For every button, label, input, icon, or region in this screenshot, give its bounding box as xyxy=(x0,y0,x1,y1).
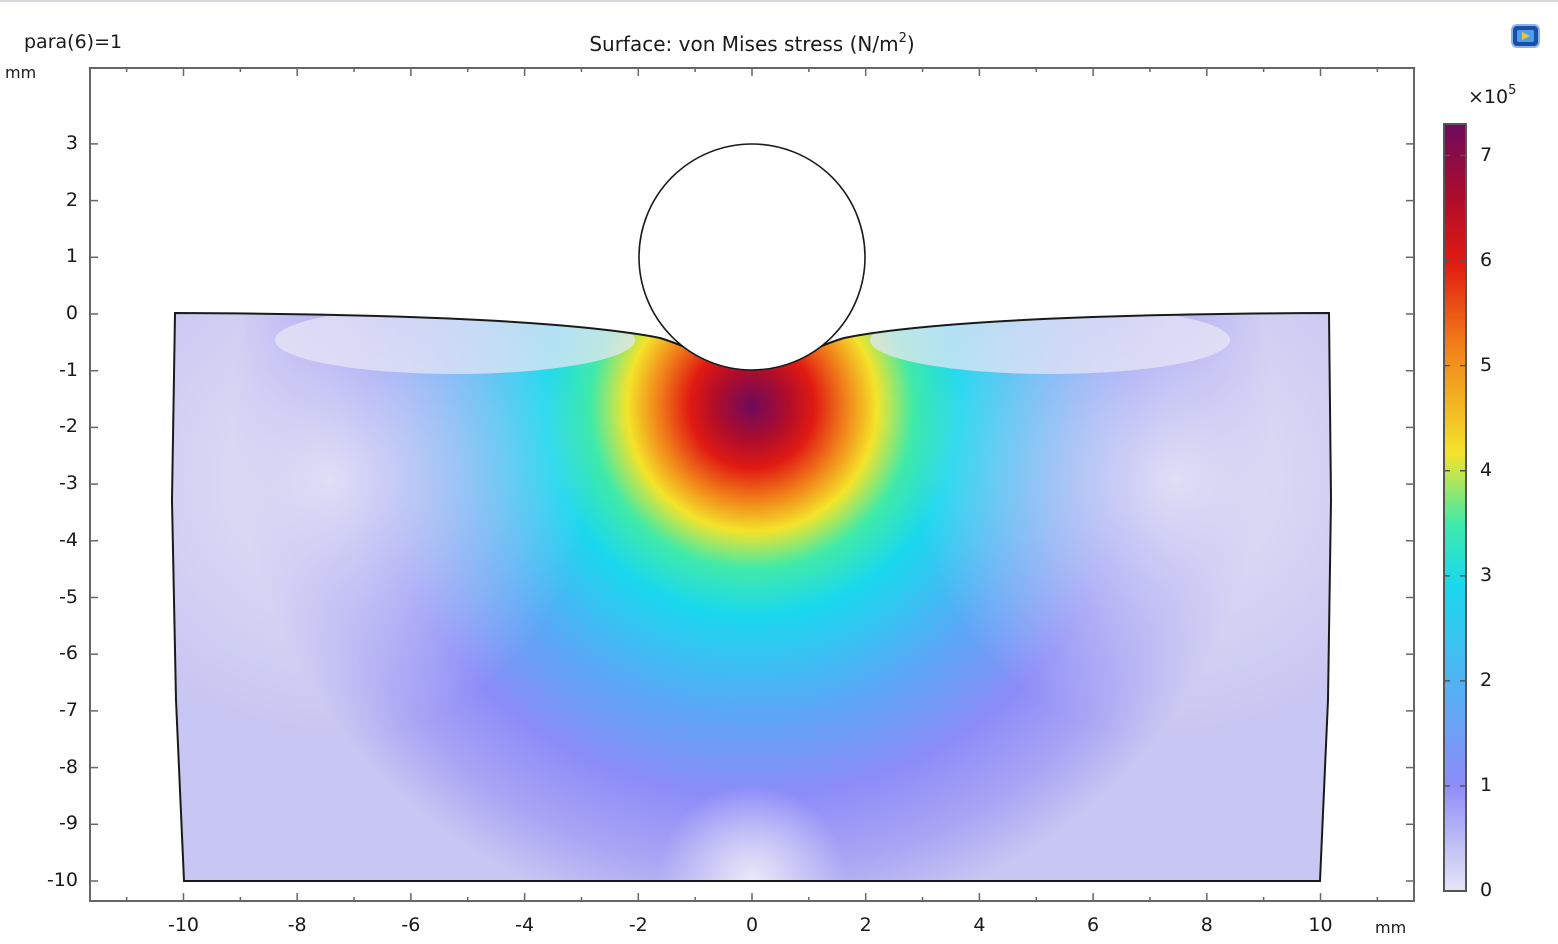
colorbar-tick-label: 7 xyxy=(1480,143,1493,166)
colorbar-tick-label: 5 xyxy=(1480,353,1493,376)
y-tick-label: -7 xyxy=(59,698,78,721)
x-tick-label: -4 xyxy=(515,914,535,936)
colorbar-tick-marks xyxy=(1444,154,1466,892)
y-tick-label: -6 xyxy=(59,642,78,665)
y-tick-label: -9 xyxy=(59,812,78,835)
y-tick-label: 1 xyxy=(65,245,78,268)
y-tick-label: -3 xyxy=(59,472,78,495)
x-tick-label: 6 xyxy=(1087,914,1100,936)
plot-title-text: Surface: von Mises stress (N/m xyxy=(589,32,899,56)
plot-title-superscript: 2 xyxy=(898,31,907,46)
x-tick-label: 8 xyxy=(1200,914,1213,936)
y-tick-label: -1 xyxy=(59,358,78,381)
x-tick-label: 2 xyxy=(859,914,872,936)
parameter-label: para(6)=1 xyxy=(24,31,123,53)
colorbar-scale-label: ×105 xyxy=(1468,83,1517,108)
x-tick-label: -10 xyxy=(167,914,200,936)
y-tick-label: -2 xyxy=(59,415,78,438)
x-tick-label: -6 xyxy=(401,914,421,936)
colorbar-scale-exponent: 5 xyxy=(1508,83,1517,98)
colorbar-tick-label: 6 xyxy=(1480,248,1493,271)
x-tick-label: 10 xyxy=(1308,914,1333,936)
y-tick-label: -4 xyxy=(59,528,78,551)
y-tick-label: 0 xyxy=(65,302,78,324)
colorbar-tick-label: 4 xyxy=(1480,458,1493,481)
colorbar-tick-label: 2 xyxy=(1480,668,1493,691)
colorbar xyxy=(1443,123,1467,892)
plot-title: Surface: von Mises stress (N/m2) xyxy=(0,32,1504,56)
stress-field xyxy=(172,313,1331,881)
x-tick-label: -8 xyxy=(287,914,307,936)
y-tick-label: -5 xyxy=(59,585,78,608)
plot-title-suffix: ) xyxy=(906,32,915,56)
x-axis-unit: mm xyxy=(1375,918,1407,937)
colorbar-scale-base: ×10 xyxy=(1468,86,1509,108)
x-tick-label: 0 xyxy=(745,914,759,936)
x-tick-label: -2 xyxy=(628,914,648,936)
comsol-logo-icon[interactable] xyxy=(1508,18,1544,54)
axis-tick-marks xyxy=(90,68,1414,901)
y-tick-label: 2 xyxy=(65,188,78,211)
window-top-border xyxy=(0,0,1558,2)
y-tick-label: -10 xyxy=(46,869,78,891)
colorbar-tick-label: 3 xyxy=(1480,563,1493,586)
colorbar-tick-label: 0 xyxy=(1480,879,1493,901)
x-tick-label: 4 xyxy=(973,914,986,936)
cylinder-outline xyxy=(638,143,866,371)
colorbar-tick-label: 1 xyxy=(1480,773,1493,796)
y-tick-label: 3 xyxy=(65,131,78,154)
y-axis-unit: mm xyxy=(5,63,37,82)
y-tick-label: -8 xyxy=(59,755,78,778)
